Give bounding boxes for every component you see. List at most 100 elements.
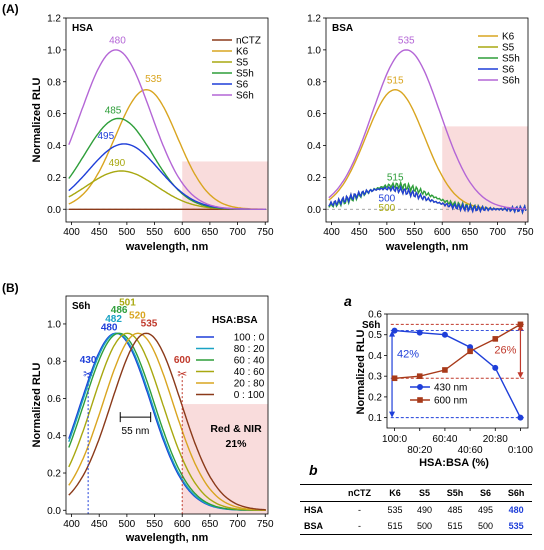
arrow-head bbox=[517, 324, 524, 379]
legend-label: S5h bbox=[236, 69, 254, 80]
y-tick-label: 1.0 bbox=[47, 319, 61, 330]
peak-label: 500 bbox=[379, 193, 396, 204]
table-cell: 500 bbox=[416, 521, 432, 531]
x-tick-label: 450 bbox=[91, 227, 108, 238]
x-tick-label: 500 bbox=[379, 227, 396, 238]
legend-label: K6 bbox=[236, 47, 249, 58]
x-tick-label: 20:80 bbox=[483, 434, 508, 445]
legend-label: S6h bbox=[236, 91, 254, 102]
panel-label-a: a bbox=[344, 293, 352, 309]
x-tick-label: 400 bbox=[63, 227, 80, 238]
table-cell: - bbox=[358, 521, 361, 531]
y-tick-label: 0.4 bbox=[47, 431, 61, 442]
chart-ratio: 42% 26%0.10.20.30.40.50.6100:080:2060:404… bbox=[355, 310, 533, 470]
x-tick-label: 650 bbox=[462, 227, 479, 238]
legend-label: S6h bbox=[502, 76, 520, 87]
data-point bbox=[441, 331, 448, 338]
chart-title: BSA bbox=[332, 23, 353, 34]
legend-label: S5 bbox=[236, 58, 249, 69]
x-tick-label: 100:0 bbox=[382, 434, 407, 445]
change-label-600: 26% bbox=[494, 344, 516, 356]
x-tick-label: 400 bbox=[63, 519, 80, 530]
peak-label: 520 bbox=[129, 310, 146, 321]
y-tick-label: 0.2 bbox=[47, 173, 61, 184]
y-tick-label: 0.6 bbox=[307, 109, 321, 120]
series-line-s6 bbox=[328, 184, 527, 215]
peak-label: 495 bbox=[98, 131, 115, 142]
legend-label: 20 : 80 bbox=[234, 379, 265, 390]
data-point bbox=[467, 348, 473, 355]
legend-label: 100 : 0 bbox=[234, 333, 265, 344]
y-axis-label: Normalized RLU bbox=[355, 329, 367, 414]
y-tick-label: 0.3 bbox=[368, 372, 382, 383]
x-axis-label: wavelength, nm bbox=[125, 532, 209, 544]
x-axis-label: HSA:BSA (%) bbox=[419, 457, 489, 469]
table-row-label: HSA bbox=[304, 505, 324, 515]
plot-frame bbox=[65, 295, 269, 515]
series-line bbox=[68, 332, 266, 511]
x-tick-label: 700 bbox=[229, 227, 246, 238]
series-line-s6h bbox=[68, 49, 266, 210]
legend-label: S5 bbox=[502, 43, 515, 54]
table-cell: 515 bbox=[387, 521, 403, 531]
red-nir-shade bbox=[182, 161, 268, 222]
series-line bbox=[394, 329, 522, 418]
x-tick-label: 650 bbox=[202, 519, 219, 530]
table-cell: 495 bbox=[478, 505, 494, 515]
peak-wavelength-table: nCTZ K6 S5 S5h S6 S6h HSA - 535 490 485 … bbox=[300, 484, 532, 535]
x-tick-label: 600 bbox=[174, 227, 191, 238]
series-line bbox=[68, 332, 266, 511]
y-tick-label: 0.0 bbox=[47, 506, 61, 517]
y-axis-label: Normalized RLU bbox=[31, 362, 43, 447]
y-tick-label: 0.8 bbox=[307, 77, 321, 88]
filter-marker-label: 600 bbox=[174, 355, 191, 366]
legend-label: K6 bbox=[502, 32, 515, 43]
chart-title: HSA bbox=[72, 23, 93, 34]
x-tick-label: 0:100 bbox=[508, 445, 533, 456]
legend-label: 80 : 20 bbox=[234, 344, 265, 355]
x-tick-label: 750 bbox=[257, 227, 274, 238]
change-label-430: 42% bbox=[397, 349, 419, 361]
plot-frame bbox=[325, 17, 529, 223]
data-point bbox=[391, 375, 398, 382]
peak-label: 480 bbox=[101, 322, 118, 333]
y-tick-label: 0.4 bbox=[307, 141, 321, 152]
peak-label: 501 bbox=[119, 297, 136, 308]
series-line-k6 bbox=[68, 88, 266, 210]
x-tick-label: 750 bbox=[517, 227, 534, 238]
scissors-icon: ✂ bbox=[177, 367, 187, 381]
data-point bbox=[442, 367, 448, 373]
series-line bbox=[394, 323, 521, 379]
y-tick-label: 0.8 bbox=[47, 357, 61, 368]
bracket-label: 55 nm bbox=[122, 426, 150, 437]
x-tick-label: 500 bbox=[119, 227, 136, 238]
x-tick-label: 40:60 bbox=[458, 445, 483, 456]
chart-hsa: 480 535 485 495 490 0.0 0.2 0.4 0.6 0.8 1.0 1.2 400 4… bbox=[31, 14, 274, 254]
x-tick-label: 700 bbox=[489, 227, 506, 238]
table-header-cell: nCTZ bbox=[348, 488, 371, 498]
table-header-cell: K6 bbox=[389, 488, 401, 498]
data-point bbox=[416, 373, 423, 379]
legend-label: 40 : 60 bbox=[234, 367, 265, 378]
peak-label: 486 bbox=[111, 305, 128, 316]
legend-title: HSA:BSA bbox=[212, 315, 258, 326]
table-cell: 480 bbox=[508, 505, 524, 515]
x-tick-label: 450 bbox=[351, 227, 368, 238]
data-point bbox=[391, 327, 398, 334]
legend-label: 0 : 100 bbox=[234, 390, 265, 401]
panel-label-A: (A) bbox=[2, 2, 19, 16]
data-point bbox=[492, 336, 499, 342]
x-tick-label: 550 bbox=[146, 519, 163, 530]
table-header-cell: S6h bbox=[507, 488, 525, 498]
y-tick-label: 1.2 bbox=[307, 14, 321, 25]
table-cell: 515 bbox=[447, 521, 463, 531]
peak-label: 535 bbox=[141, 319, 158, 330]
table-row: BSA - 515 500 515 500 535 bbox=[300, 518, 532, 535]
series-line-s6h bbox=[328, 49, 526, 210]
y-tick-label: 0.6 bbox=[368, 310, 382, 321]
legend-label: 60 : 40 bbox=[234, 356, 265, 367]
x-tick-label: 550 bbox=[406, 227, 423, 238]
data-point bbox=[416, 329, 423, 336]
table-header-cell bbox=[300, 485, 339, 502]
